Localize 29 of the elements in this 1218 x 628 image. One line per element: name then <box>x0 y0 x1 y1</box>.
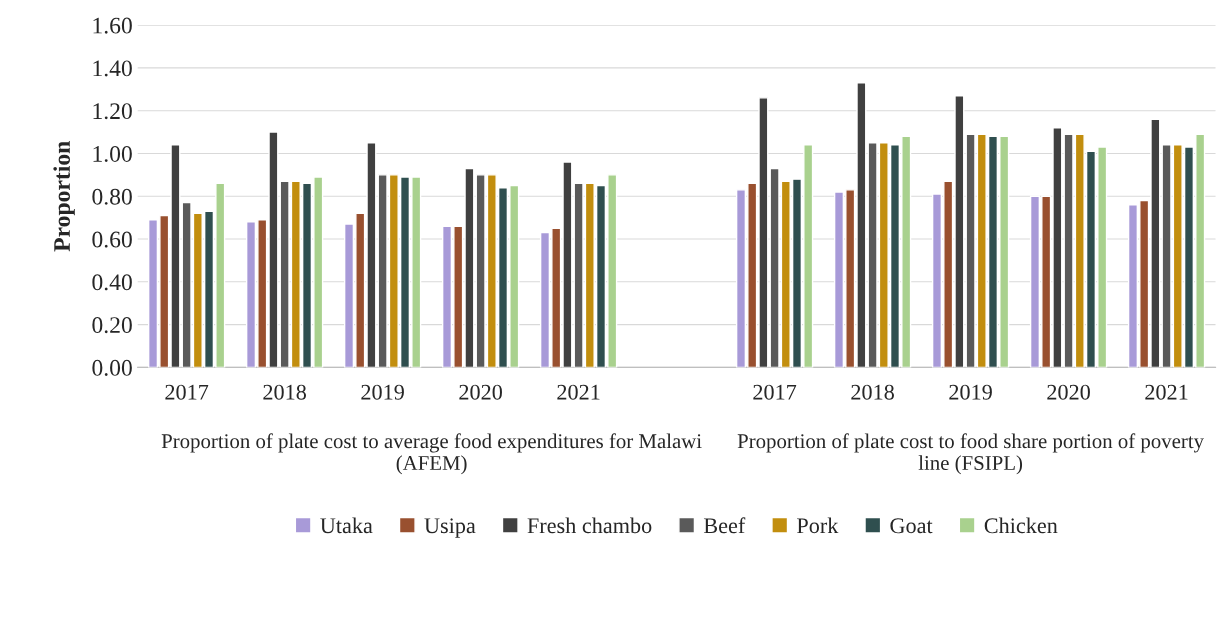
legend-label: Goat <box>890 518 933 534</box>
y-tick-label: 1.60 <box>93 17 132 34</box>
x-tick-label: 2020 <box>459 384 502 400</box>
legend-label: Beef <box>703 517 746 534</box>
legend-label: Fresh chambo <box>527 517 652 534</box>
legend-label: Pork <box>797 517 839 534</box>
y-tick-label: 1.40 <box>93 60 132 77</box>
x-tick-label: 2021 <box>1145 384 1188 400</box>
x-tick-label: 2017 <box>753 384 797 400</box>
y-tick-label: 0.80 <box>92 188 132 205</box>
y-tick-label: 0.60 <box>92 231 132 248</box>
x-tick-label: 2019 <box>361 384 404 400</box>
text: Proportion of plate cost to food share portion of poverty line (FSIPL) <box>737 433 1204 475</box>
x-tick-label: 2018 <box>851 384 894 400</box>
y-tick-label: 1.00 <box>93 145 132 162</box>
x-tick-label: 2019 <box>949 384 992 400</box>
y-axis-title: Proportion <box>53 141 75 252</box>
y-tick-label: 0.20 <box>92 317 132 334</box>
x-tick-label: 2017 <box>165 384 209 400</box>
legend-label: Utaka <box>320 517 373 534</box>
x-tick-label: 2018 <box>263 384 306 400</box>
legend-label: Chicken <box>984 517 1058 534</box>
y-tick-label: 0.40 <box>92 274 132 291</box>
legend-label: Usipa <box>424 518 476 538</box>
y-tick-label: 1.20 <box>93 103 132 120</box>
x-tick-label: 2021 <box>557 384 600 400</box>
x-tick-label: 2020 <box>1047 384 1090 400</box>
text: Proportion of plate cost to average food expenditures for Malawi (AFEM) <box>161 433 702 475</box>
y-tick-label: 0.00 <box>92 359 132 376</box>
